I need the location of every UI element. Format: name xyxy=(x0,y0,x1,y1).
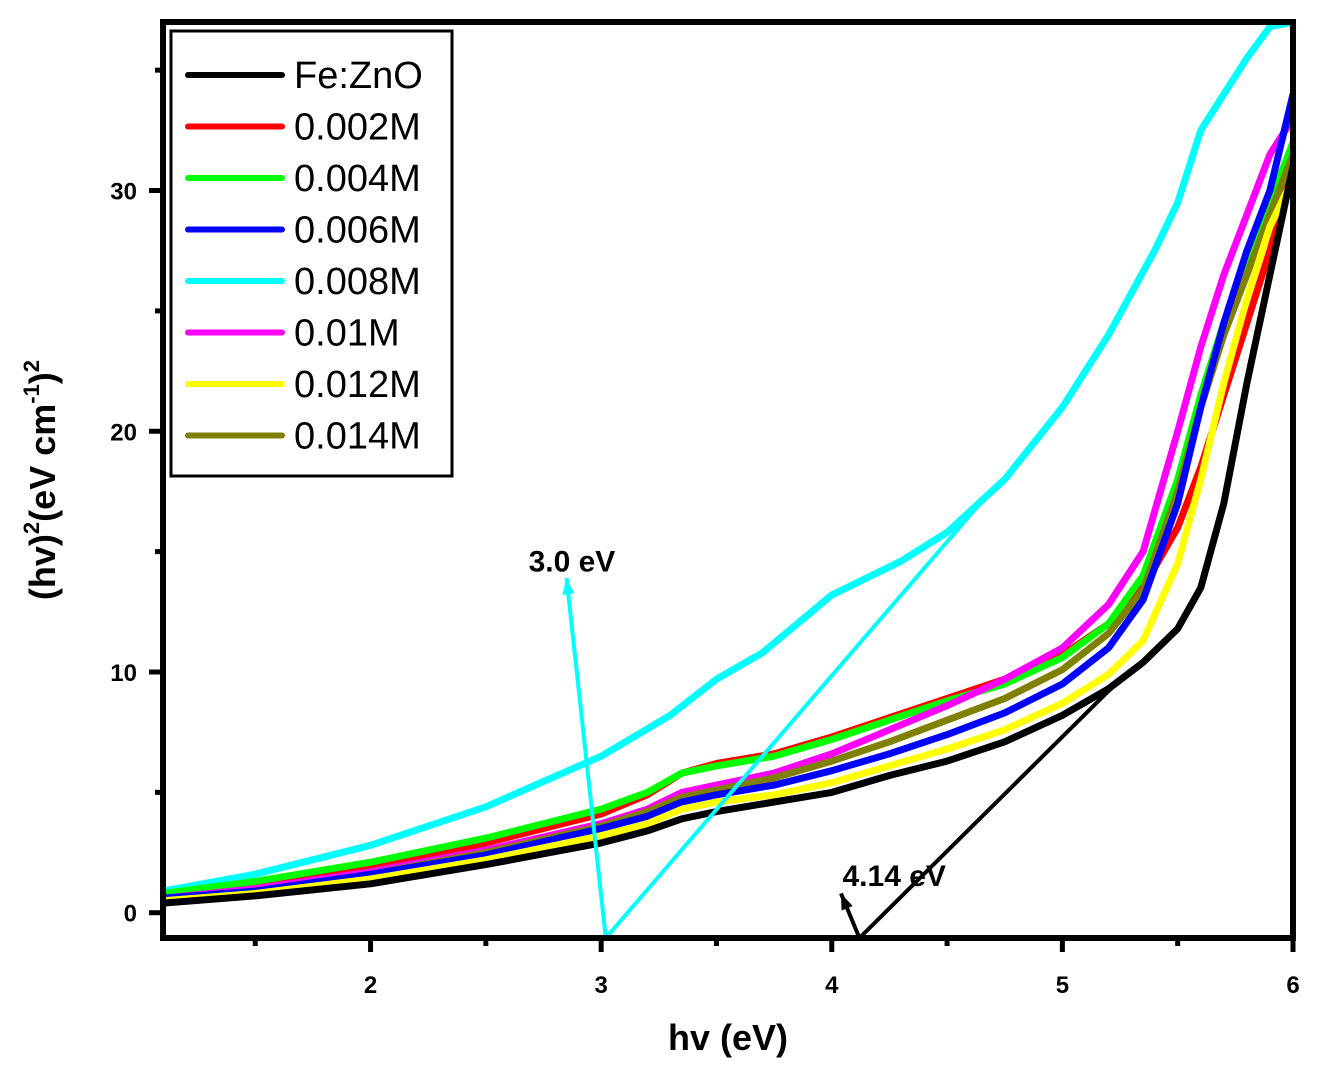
series-line-0-008m xyxy=(163,22,1293,895)
x-tick-label: 2 xyxy=(364,972,377,999)
annotation-layer xyxy=(562,494,1115,938)
legend-label: 0.008M xyxy=(294,261,421,303)
legend-item: 0.008M xyxy=(185,261,421,303)
legend-item: 0.014M xyxy=(185,416,421,458)
legend-item: 0.01M xyxy=(185,313,400,355)
y-axis-title-close: ) xyxy=(22,372,63,384)
series-line-0-012m xyxy=(163,175,1293,905)
legend: Fe:ZnO 0.002M 0.004M 0.006M 0.008M 0.01M 0.012… xyxy=(169,29,454,478)
y-axis-title: (hv)2(eV cm-1)2 xyxy=(19,360,63,600)
x-tick-label: 5 xyxy=(1056,972,1069,999)
y-axis-title-base: (hv) xyxy=(22,534,63,600)
legend-item: 0.012M xyxy=(185,364,421,406)
x-tick-labels: 2 3 4 5 6 xyxy=(364,972,1300,999)
svg-text:(hv)2(eV cm-1)2: (hv)2(eV cm-1)2 xyxy=(19,360,63,600)
y-axis-title-sup: -1 xyxy=(19,384,44,404)
legend-label: 0.012M xyxy=(294,364,421,406)
legend-label: 0.006M xyxy=(294,210,421,252)
tangent-line xyxy=(604,494,988,938)
x-tick-label: 6 xyxy=(1286,972,1299,999)
plot-frame xyxy=(160,19,1296,941)
annotation-label-3-0-ev: 3.0 eV xyxy=(529,545,616,578)
x-tick-label: 3 xyxy=(594,972,607,999)
y-axis-title-sup: 2 xyxy=(19,360,44,372)
x-axis-title: hv (eV) xyxy=(668,1017,788,1058)
y-tick-label: 10 xyxy=(110,660,137,687)
series-line-fe-zno xyxy=(163,162,1293,907)
y-axis-title-sup: 2 xyxy=(19,522,44,534)
ticks-layer xyxy=(149,67,1296,952)
y-tick-label: 0 xyxy=(124,901,137,928)
legend-label: 0.004M xyxy=(294,158,421,200)
legend-item: 0.002M xyxy=(185,107,421,149)
legend-item: 0.004M xyxy=(185,158,421,200)
annotation-label-4-14-ev: 4.14 eV xyxy=(842,860,945,893)
annotation-arrow-head xyxy=(562,578,575,595)
y-tick-labels: 0 10 20 30 xyxy=(110,179,137,928)
legend-label: 0.014M xyxy=(294,416,421,458)
y-tick-label: 30 xyxy=(110,179,137,206)
series-line-0-006m xyxy=(163,90,1293,902)
legend-label: 0.002M xyxy=(294,107,421,149)
legend-label: 0.01M xyxy=(294,313,400,355)
annotation-arrow-shaft xyxy=(564,577,608,938)
tangent-line xyxy=(858,685,1115,938)
series-layer xyxy=(163,22,1293,907)
y-tick-label: 20 xyxy=(110,419,137,446)
legend-item: Fe:ZnO xyxy=(185,55,423,97)
annotation-arrow-head xyxy=(841,893,853,911)
y-axis-title-mid: (eV cm xyxy=(22,404,63,522)
legend-item: 0.006M xyxy=(185,210,421,252)
legend-label: Fe:ZnO xyxy=(294,55,423,97)
x-tick-label: 4 xyxy=(825,972,839,999)
legend-box xyxy=(169,29,454,478)
